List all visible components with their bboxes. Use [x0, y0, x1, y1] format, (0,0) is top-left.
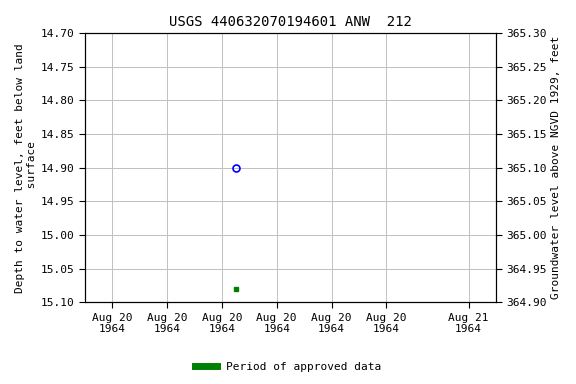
- Y-axis label: Depth to water level, feet below land
 surface: Depth to water level, feet below land su…: [15, 43, 37, 293]
- Legend: Period of approved data: Period of approved data: [191, 358, 385, 377]
- Title: USGS 440632070194601 ANW  212: USGS 440632070194601 ANW 212: [169, 15, 412, 29]
- Y-axis label: Groundwater level above NGVD 1929, feet: Groundwater level above NGVD 1929, feet: [551, 36, 561, 299]
